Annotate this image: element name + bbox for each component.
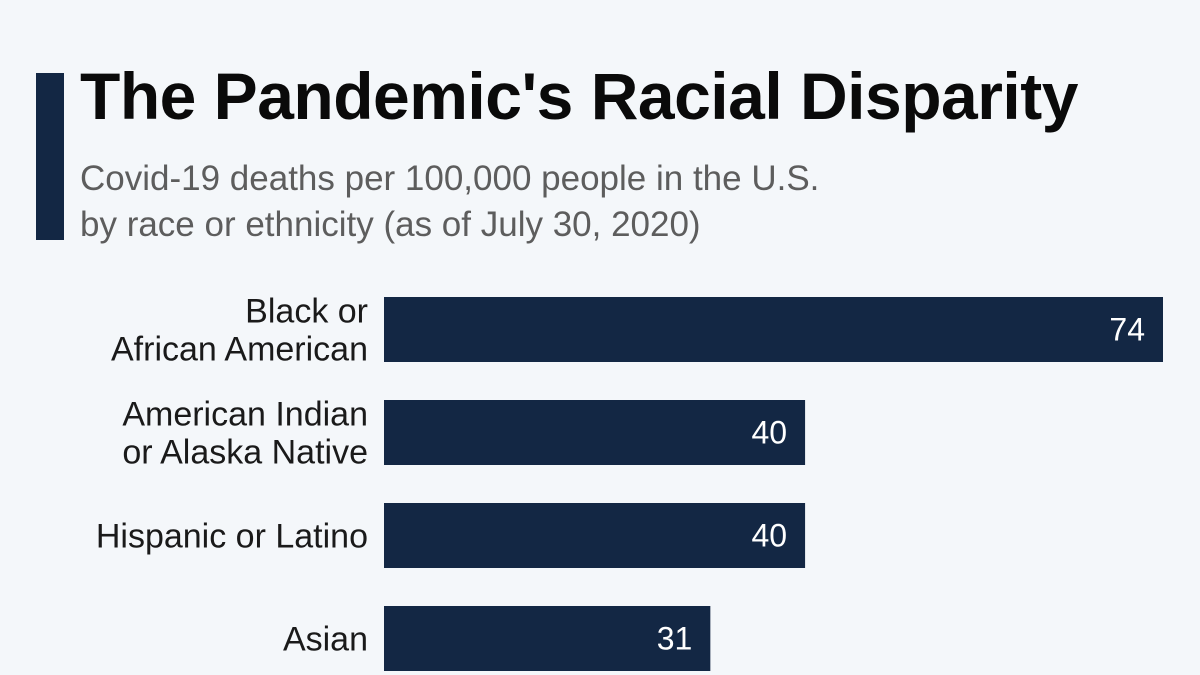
category-label-line: Black or bbox=[245, 293, 368, 331]
category-label-3: Asian bbox=[283, 621, 368, 659]
category-label-line: African American bbox=[111, 331, 368, 369]
category-label-2: Hispanic or Latino bbox=[96, 518, 368, 556]
category-label-line: Asian bbox=[283, 621, 368, 659]
subtitle-line-2: by race or ethnicity (as of July 30, 202… bbox=[80, 205, 701, 244]
chart-title: The Pandemic's Racial Disparity bbox=[80, 59, 1078, 133]
subtitle-line-1: Covid-19 deaths per 100,000 people in th… bbox=[80, 159, 820, 198]
bar-3 bbox=[384, 606, 711, 671]
value-label-2: 40 bbox=[751, 518, 787, 554]
value-label-3: 31 bbox=[657, 621, 693, 657]
chart-subtitle: Covid-19 deaths per 100,000 people in th… bbox=[80, 156, 980, 248]
category-label-line: American Indian bbox=[122, 396, 368, 434]
category-label-line: Hispanic or Latino bbox=[96, 518, 368, 556]
value-label-0: 74 bbox=[1109, 312, 1145, 348]
bar-0 bbox=[384, 297, 1163, 362]
bar-1 bbox=[384, 400, 806, 465]
title-accent-bar bbox=[36, 73, 64, 240]
category-label-line: or Alaska Native bbox=[122, 434, 368, 472]
value-label-1: 40 bbox=[751, 415, 787, 451]
category-label-0: Black or African American bbox=[111, 293, 368, 369]
bar-2 bbox=[384, 503, 806, 568]
category-label-1: American Indian or Alaska Native bbox=[122, 396, 368, 472]
